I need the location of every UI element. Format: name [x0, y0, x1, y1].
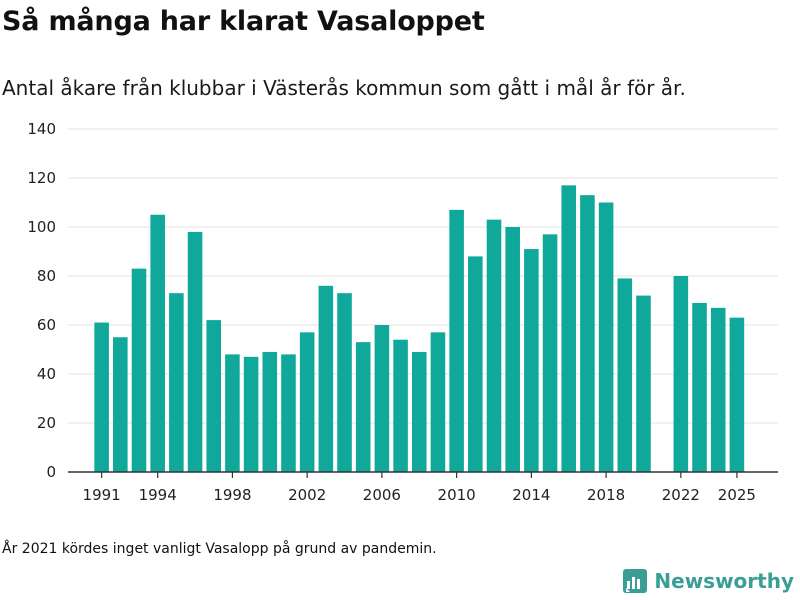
bar — [113, 337, 128, 472]
x-tick-label: 2006 — [363, 486, 401, 504]
bar — [524, 249, 539, 472]
newsworthy-logo[interactable]: Newsworthy — [622, 566, 794, 596]
y-tick-label: 100 — [27, 218, 56, 236]
bar — [598, 202, 614, 472]
bar — [355, 342, 371, 472]
chart-title: Så många har klarat Vasaloppet — [2, 6, 485, 37]
footnote: År 2021 kördes inget vanligt Vasalopp på… — [2, 541, 437, 557]
x-tick-label: 2010 — [438, 486, 476, 504]
bar — [187, 231, 203, 472]
bar — [505, 227, 520, 472]
bar — [94, 322, 109, 472]
bar — [430, 332, 446, 472]
y-tick-label: 120 — [27, 169, 56, 187]
bar — [542, 234, 558, 472]
bar — [411, 351, 427, 472]
x-tick-label: 1994 — [139, 486, 177, 504]
bar — [468, 256, 483, 472]
bar-chart: 0 20 40 60 80 100 120 140 1991 1994 1998 2002 2006 20… — [27, 120, 778, 504]
bar — [131, 268, 147, 472]
bar — [281, 354, 296, 472]
x-tick-label: 2014 — [512, 486, 550, 504]
bar — [449, 209, 464, 472]
bar — [673, 276, 689, 472]
bar — [299, 332, 315, 472]
bar — [337, 293, 352, 472]
bar — [393, 339, 408, 472]
bar — [262, 351, 278, 472]
brand-name: Newsworthy — [654, 569, 794, 593]
bar — [318, 285, 334, 472]
bar — [374, 325, 390, 472]
bar — [710, 307, 726, 472]
y-tick-label: 60 — [37, 316, 56, 334]
y-tick-label: 0 — [46, 463, 56, 481]
x-tick-label: 2018 — [587, 486, 625, 504]
bar — [692, 302, 707, 472]
bar — [225, 354, 240, 472]
x-tick-label: 2022 — [662, 486, 700, 504]
x-tick-label: 2025 — [718, 486, 756, 504]
y-tick-label: 20 — [37, 414, 56, 432]
bar — [486, 219, 502, 472]
x-tick-label: 1998 — [213, 486, 251, 504]
x-tick-label: 2002 — [288, 486, 326, 504]
newsworthy-icon — [623, 569, 648, 593]
bar — [729, 317, 745, 472]
bar — [636, 295, 651, 472]
bar — [169, 293, 184, 472]
x-tick-label: 1991 — [83, 486, 121, 504]
bar — [617, 278, 633, 472]
y-tick-label: 80 — [37, 267, 56, 285]
bar — [580, 195, 595, 472]
y-tick-label: 40 — [37, 365, 56, 383]
bar — [561, 185, 577, 472]
bar — [243, 356, 259, 472]
chart-subtitle: Antal åkare från klubbar i Västerås komm… — [2, 76, 686, 100]
y-tick-label: 140 — [27, 120, 56, 138]
bar — [206, 320, 222, 472]
bar — [150, 214, 165, 472]
